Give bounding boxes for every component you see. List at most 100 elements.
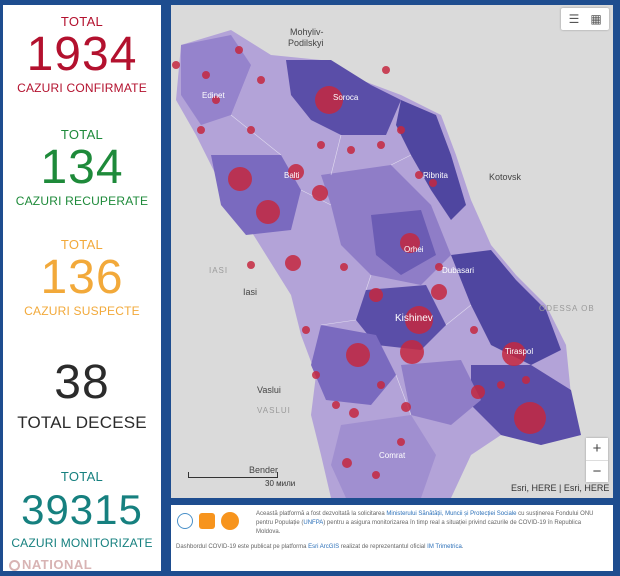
suspect-stat: TOTAL 136 CAZURI SUSPECTE: [3, 237, 161, 318]
bubble-chisinau: [405, 306, 433, 334]
label-tiraspol: Tiraspol: [505, 347, 534, 356]
footer-text-a: Această platformă a fost dezvoltată la s…: [256, 511, 387, 517]
region-east-strip: [396, 100, 466, 220]
region-south: [331, 415, 436, 498]
scale-bar: [188, 472, 278, 478]
bubble-balti-north: [228, 167, 252, 191]
bubble-cimislia: [401, 402, 411, 412]
stats-panel: TOTAL 1934 CAZURI CONFIRMATE TOTAL 134 C…: [3, 5, 161, 572]
label-balti: Balti: [284, 171, 300, 180]
bubble-ocnita: [235, 46, 243, 54]
trimetrica-link[interactable]: IM Trimetrica: [427, 544, 462, 550]
region-transnistria: [451, 250, 561, 365]
bubble-causeni: [471, 385, 485, 399]
footer-platform: Dashbordul COVID-19 este publicat pe pla…: [176, 543, 606, 552]
bubble-dubasari: [435, 263, 443, 271]
bubble-leova: [312, 371, 320, 379]
esri-arcgis-link[interactable]: Esri ArcGIS: [308, 544, 340, 550]
recovered-label: CAZURI RECUPERATE: [15, 194, 149, 208]
recovered-total-label: TOTAL: [60, 127, 104, 142]
region-soroca: [286, 60, 401, 135]
region-south-mid: [401, 360, 481, 425]
bubble-edinet: [212, 96, 220, 104]
map-attribution[interactable]: Esri, HERE | Esri, HERE: [511, 483, 610, 493]
region-balti: [211, 155, 301, 235]
deaths-stat: 38 TOTAL DECESE: [3, 357, 161, 434]
footer-text-f: .: [461, 544, 464, 550]
watermark-text: NATIONAL: [22, 557, 93, 572]
bubble-tiraspol: [502, 342, 526, 366]
zoom-control: + −: [586, 438, 608, 482]
bubble-camenca: [382, 66, 390, 74]
deaths-label: TOTAL DECESE: [17, 413, 147, 432]
qr-code-icon[interactable]: ▦: [590, 12, 602, 26]
confirmed-count: 1934: [26, 28, 138, 81]
bubble-stefan-voda: [497, 381, 505, 389]
cases-map[interactable]: Mohyliv- Podilskyi Edinet Soroca Balti R…: [171, 5, 613, 498]
un-logo-icon: [177, 513, 193, 529]
footer-text-e: realizat de reprezentantul oficial: [339, 544, 428, 550]
unfpa-link[interactable]: UNFPA: [303, 520, 324, 526]
map-tools: ☰ ▦: [561, 8, 609, 30]
bubble-riscani: [247, 126, 255, 134]
label-iasi-county: IASI: [209, 266, 229, 275]
bubble-falesti: [288, 164, 304, 180]
label-bender: Bender: [249, 465, 279, 475]
bubble-ribnita: [429, 179, 437, 187]
bubble-grigoriopol: [470, 326, 478, 334]
zoom-in-button[interactable]: +: [586, 438, 608, 461]
bubble-soldanesti: [397, 126, 405, 134]
bubble-straseni: [369, 288, 383, 302]
ministry-link[interactable]: Ministerului Sănătății, Muncii și Protec…: [386, 511, 517, 517]
label-odessa: ODESSA OB: [539, 304, 595, 313]
label-ribnita: Ribnita: [423, 171, 448, 180]
bubble-balti: [256, 200, 280, 224]
bubble-singerei: [347, 146, 355, 154]
bubble-taraclia: [372, 471, 380, 479]
recovered-stat: TOTAL 134 CAZURI RECUPERATE: [3, 127, 161, 208]
bubble-briceni: [202, 71, 210, 79]
bubble-soroca: [315, 86, 343, 114]
bubble-cantemir: [332, 401, 340, 409]
recovered-count: 134: [40, 141, 124, 194]
label-mohyliv: Mohyliv-: [290, 27, 324, 37]
footer-description: Această platformă a fost dezvoltată la s…: [256, 510, 606, 537]
label-edinet: Edinet: [202, 91, 225, 100]
label-vaslui: Vaslui: [257, 385, 281, 395]
national-logo-icon: [9, 560, 20, 571]
label-vaslui-county: VASLUI: [257, 406, 291, 415]
label-soroca: Soroca: [333, 93, 359, 102]
bubble-floresti: [377, 141, 385, 149]
bubble-orhei: [400, 233, 420, 253]
bubble-nisporeni: [285, 255, 301, 271]
national-watermark: NATIONAL: [9, 557, 92, 572]
bubble-cahul: [342, 458, 352, 468]
bubble-criuleni: [431, 284, 447, 300]
suspect-count: 136: [40, 251, 124, 304]
deaths-count: 38: [54, 356, 110, 409]
monitored-total-label: TOTAL: [60, 469, 104, 484]
label-podilskyi: Podilskyi: [288, 38, 324, 48]
bubble-anenii: [400, 340, 424, 364]
label-chisinau: Kishinev: [395, 313, 433, 324]
footer-text-c: ) pentru a asigura monitorizarea în timp…: [256, 520, 582, 535]
bubble-comrat: [349, 408, 359, 418]
bubble-rezina: [415, 171, 423, 179]
bubble-telenesti: [312, 185, 328, 201]
bubble-hincesti: [302, 326, 310, 334]
suspect-label: CAZURI SUSPECTE: [24, 304, 140, 318]
legend-list-icon[interactable]: ☰: [568, 12, 580, 26]
footer-text-b: cu susținerea Fondului ONU pentru Popula…: [256, 511, 594, 526]
bubble-basarabeasca: [377, 381, 385, 389]
bubble-south-east: [514, 402, 546, 434]
bubble-ialoveni: [346, 343, 370, 367]
monitored-stat: TOTAL 39315 CAZURI MONITORIZATE: [3, 469, 161, 550]
unfpa-logo-icon: [199, 513, 215, 529]
bubble-donduseni: [257, 76, 265, 84]
label-comrat: Comrat: [379, 451, 406, 460]
region-north-west: [181, 35, 251, 125]
map-canvas[interactable]: [171, 5, 613, 498]
bubble-calarasi: [340, 263, 348, 271]
zoom-out-button[interactable]: −: [592, 463, 602, 480]
confirmed-total-label: TOTAL: [60, 14, 104, 29]
